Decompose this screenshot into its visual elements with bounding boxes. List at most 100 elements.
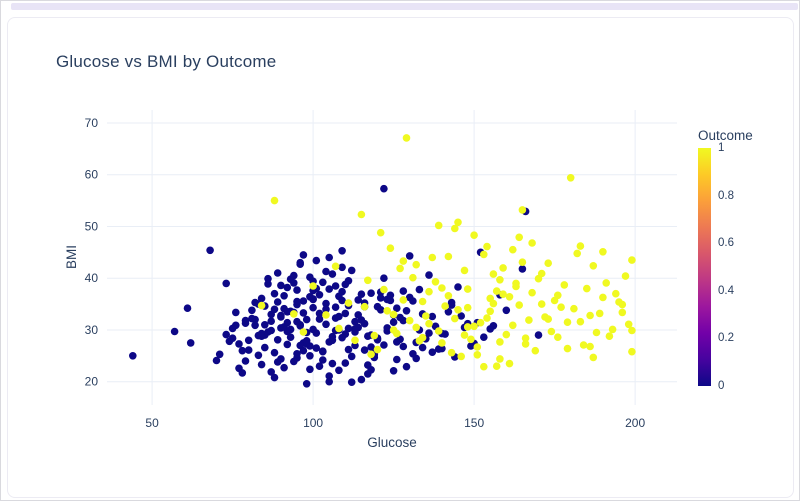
- data-point[interactable]: [599, 293, 607, 302]
- data-point[interactable]: [460, 266, 469, 275]
- data-point[interactable]: [618, 308, 627, 317]
- data-point[interactable]: [425, 329, 433, 337]
- data-point[interactable]: [492, 362, 501, 371]
- data-point[interactable]: [319, 356, 327, 364]
- data-point[interactable]: [454, 306, 462, 314]
- data-point[interactable]: [309, 282, 317, 290]
- data-point[interactable]: [270, 348, 279, 357]
- data-point[interactable]: [380, 285, 388, 294]
- data-point[interactable]: [270, 196, 279, 205]
- data-point[interactable]: [628, 326, 636, 335]
- data-point[interactable]: [315, 362, 324, 371]
- data-point[interactable]: [389, 310, 398, 319]
- data-point[interactable]: [618, 300, 627, 309]
- data-point[interactable]: [254, 351, 263, 360]
- data-point[interactable]: [325, 372, 334, 380]
- data-point[interactable]: [357, 375, 366, 384]
- data-point[interactable]: [393, 355, 401, 364]
- data-point[interactable]: [509, 245, 517, 254]
- data-point[interactable]: [531, 346, 540, 355]
- data-point[interactable]: [496, 355, 504, 363]
- data-point[interactable]: [238, 369, 247, 377]
- data-point[interactable]: [480, 362, 488, 371]
- data-point[interactable]: [264, 280, 272, 288]
- data-point[interactable]: [299, 346, 308, 355]
- data-point[interactable]: [415, 285, 424, 294]
- data-point[interactable]: [347, 352, 356, 361]
- data-point[interactable]: [589, 353, 598, 362]
- data-point[interactable]: [338, 247, 346, 255]
- data-point[interactable]: [257, 360, 266, 369]
- data-point[interactable]: [425, 319, 433, 328]
- data-point[interactable]: [367, 366, 375, 374]
- data-point[interactable]: [434, 221, 443, 230]
- data-point[interactable]: [338, 333, 346, 342]
- data-point[interactable]: [418, 297, 427, 306]
- data-point[interactable]: [451, 224, 459, 233]
- data-point[interactable]: [496, 276, 504, 284]
- data-point[interactable]: [312, 344, 321, 352]
- data-point[interactable]: [222, 330, 230, 339]
- data-point[interactable]: [331, 282, 340, 290]
- data-point[interactable]: [502, 306, 511, 315]
- data-point[interactable]: [319, 347, 327, 355]
- data-point[interactable]: [563, 344, 572, 353]
- data-point[interactable]: [344, 345, 353, 354]
- data-point[interactable]: [286, 333, 295, 341]
- data-point[interactable]: [612, 289, 620, 298]
- data-point[interactable]: [364, 276, 372, 285]
- data-point[interactable]: [505, 293, 514, 301]
- data-point[interactable]: [583, 284, 591, 293]
- data-point[interactable]: [315, 291, 324, 299]
- data-point[interactable]: [273, 298, 282, 306]
- data-point[interactable]: [457, 352, 466, 361]
- data-point[interactable]: [476, 318, 485, 327]
- data-point[interactable]: [470, 322, 478, 331]
- data-point[interactable]: [302, 380, 311, 388]
- data-point[interactable]: [412, 260, 421, 269]
- data-point[interactable]: [376, 294, 385, 302]
- data-point[interactable]: [277, 355, 285, 363]
- data-point[interactable]: [238, 346, 247, 355]
- data-point[interactable]: [328, 270, 337, 278]
- data-point[interactable]: [309, 303, 317, 312]
- data-point[interactable]: [360, 346, 369, 354]
- data-point[interactable]: [396, 264, 404, 273]
- data-point[interactable]: [338, 263, 346, 272]
- data-point[interactable]: [602, 279, 610, 287]
- data-point[interactable]: [389, 367, 398, 375]
- data-point[interactable]: [512, 279, 520, 288]
- data-point[interactable]: [454, 283, 462, 291]
- data-point[interactable]: [322, 267, 330, 276]
- data-point[interactable]: [595, 309, 604, 318]
- data-point[interactable]: [244, 346, 253, 354]
- data-point[interactable]: [586, 311, 594, 320]
- data-point[interactable]: [525, 316, 533, 324]
- data-point[interactable]: [376, 306, 385, 314]
- data-point[interactable]: [380, 274, 388, 282]
- data-point[interactable]: [402, 362, 411, 371]
- data-point[interactable]: [537, 269, 546, 278]
- data-point[interactable]: [402, 134, 411, 142]
- data-point[interactable]: [418, 343, 427, 352]
- data-point[interactable]: [521, 334, 530, 342]
- data-point[interactable]: [586, 342, 594, 351]
- data-point[interactable]: [286, 325, 295, 334]
- data-point[interactable]: [412, 354, 421, 363]
- data-point[interactable]: [293, 297, 301, 306]
- data-point[interactable]: [338, 296, 346, 305]
- data-point[interactable]: [441, 302, 449, 310]
- data-point[interactable]: [599, 248, 607, 256]
- data-point[interactable]: [270, 289, 279, 298]
- data-point[interactable]: [186, 339, 195, 347]
- data-point[interactable]: [273, 336, 282, 344]
- data-point[interactable]: [444, 308, 453, 316]
- data-point[interactable]: [183, 304, 192, 312]
- data-point[interactable]: [389, 318, 398, 326]
- data-point[interactable]: [483, 314, 491, 322]
- data-point[interactable]: [518, 258, 527, 266]
- data-point[interactable]: [454, 218, 462, 227]
- data-point[interactable]: [547, 327, 556, 336]
- data-point[interactable]: [489, 270, 498, 278]
- data-point[interactable]: [306, 365, 314, 374]
